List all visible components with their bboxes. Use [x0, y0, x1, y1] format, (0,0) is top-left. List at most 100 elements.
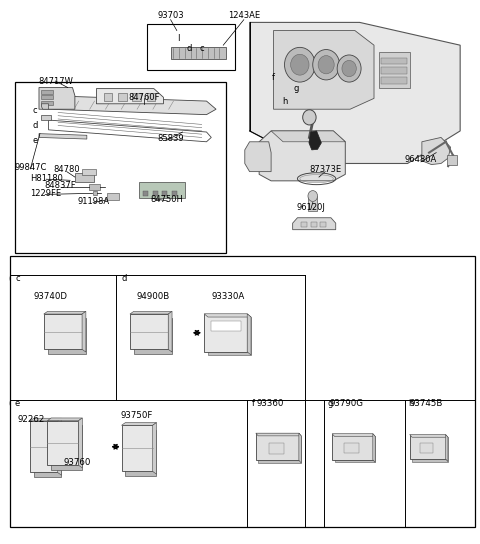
- Polygon shape: [332, 434, 375, 436]
- Text: 1229FE: 1229FE: [30, 189, 61, 198]
- Bar: [311, 221, 317, 227]
- Bar: [344, 443, 359, 453]
- Polygon shape: [39, 88, 75, 109]
- Polygon shape: [44, 311, 86, 314]
- Text: 93703: 93703: [157, 11, 184, 20]
- Bar: [420, 443, 433, 453]
- Bar: [269, 443, 284, 454]
- Polygon shape: [373, 434, 375, 462]
- Text: 94900B: 94900B: [136, 292, 169, 301]
- Bar: [211, 321, 240, 331]
- Text: 87373E: 87373E: [309, 165, 341, 175]
- Text: h: h: [408, 399, 414, 408]
- Polygon shape: [250, 22, 460, 164]
- Text: g: g: [294, 84, 299, 93]
- Circle shape: [308, 190, 318, 201]
- Polygon shape: [39, 134, 87, 139]
- Bar: [381, 77, 407, 84]
- Text: 93790G: 93790G: [330, 399, 364, 408]
- Polygon shape: [96, 89, 163, 104]
- Text: 93760: 93760: [63, 459, 91, 467]
- Bar: [93, 191, 97, 195]
- Text: I: I: [178, 34, 180, 43]
- Text: 99847C: 99847C: [14, 163, 47, 172]
- Polygon shape: [30, 418, 61, 421]
- Text: c: c: [200, 45, 204, 53]
- Bar: [301, 221, 307, 227]
- Text: 96120J: 96120J: [296, 203, 325, 213]
- Polygon shape: [125, 430, 156, 476]
- Polygon shape: [82, 311, 86, 352]
- Text: h: h: [282, 97, 287, 106]
- Circle shape: [290, 54, 309, 75]
- Text: H81180: H81180: [30, 174, 62, 183]
- Polygon shape: [130, 314, 168, 349]
- Polygon shape: [41, 115, 51, 120]
- Text: 92262: 92262: [17, 415, 45, 424]
- Bar: [107, 193, 119, 200]
- Polygon shape: [78, 418, 82, 468]
- Text: 84837F: 84837F: [45, 181, 76, 190]
- Bar: [41, 101, 53, 105]
- Polygon shape: [245, 142, 271, 171]
- Text: 91198A: 91198A: [77, 197, 109, 206]
- Polygon shape: [51, 425, 82, 469]
- Bar: [321, 221, 326, 227]
- Bar: [147, 24, 235, 70]
- Bar: [309, 196, 317, 211]
- Polygon shape: [204, 314, 247, 352]
- Polygon shape: [309, 131, 322, 150]
- Polygon shape: [121, 423, 156, 425]
- Bar: [89, 184, 100, 189]
- Polygon shape: [422, 138, 451, 165]
- Bar: [140, 182, 185, 198]
- Bar: [10, 256, 475, 527]
- Polygon shape: [409, 435, 448, 437]
- Circle shape: [313, 50, 339, 80]
- Bar: [153, 190, 157, 196]
- Text: e: e: [15, 399, 20, 408]
- Polygon shape: [412, 437, 448, 462]
- Polygon shape: [274, 30, 374, 109]
- Text: d: d: [186, 45, 192, 53]
- Text: 84780: 84780: [53, 165, 80, 175]
- Polygon shape: [48, 418, 82, 421]
- Circle shape: [285, 47, 315, 82]
- Polygon shape: [208, 317, 251, 355]
- Text: d: d: [121, 274, 127, 283]
- Text: f: f: [252, 399, 255, 408]
- Polygon shape: [44, 314, 82, 349]
- Polygon shape: [30, 421, 58, 473]
- Polygon shape: [271, 131, 345, 142]
- Polygon shape: [256, 433, 301, 436]
- Polygon shape: [299, 433, 301, 463]
- Text: 84717W: 84717W: [38, 77, 73, 85]
- Polygon shape: [48, 96, 216, 115]
- Polygon shape: [247, 314, 251, 355]
- Bar: [15, 82, 226, 253]
- Polygon shape: [153, 423, 156, 474]
- Polygon shape: [409, 435, 445, 459]
- Polygon shape: [121, 425, 153, 472]
- Text: 85839: 85839: [157, 134, 184, 143]
- Bar: [41, 95, 53, 100]
- Polygon shape: [445, 435, 448, 462]
- Circle shape: [342, 60, 356, 77]
- Text: 93745B: 93745B: [409, 399, 443, 408]
- Polygon shape: [134, 318, 172, 354]
- Polygon shape: [48, 421, 78, 465]
- Polygon shape: [168, 311, 172, 352]
- Polygon shape: [258, 436, 301, 463]
- Polygon shape: [332, 434, 373, 460]
- Bar: [41, 90, 53, 94]
- Bar: [132, 93, 141, 101]
- Circle shape: [303, 110, 316, 125]
- Bar: [170, 47, 226, 59]
- Text: c: c: [33, 106, 37, 115]
- Bar: [162, 190, 167, 196]
- Bar: [172, 190, 177, 196]
- Polygon shape: [256, 433, 299, 460]
- Text: 1243AE: 1243AE: [228, 11, 260, 20]
- Text: 84750H: 84750H: [151, 195, 184, 205]
- Circle shape: [318, 55, 334, 74]
